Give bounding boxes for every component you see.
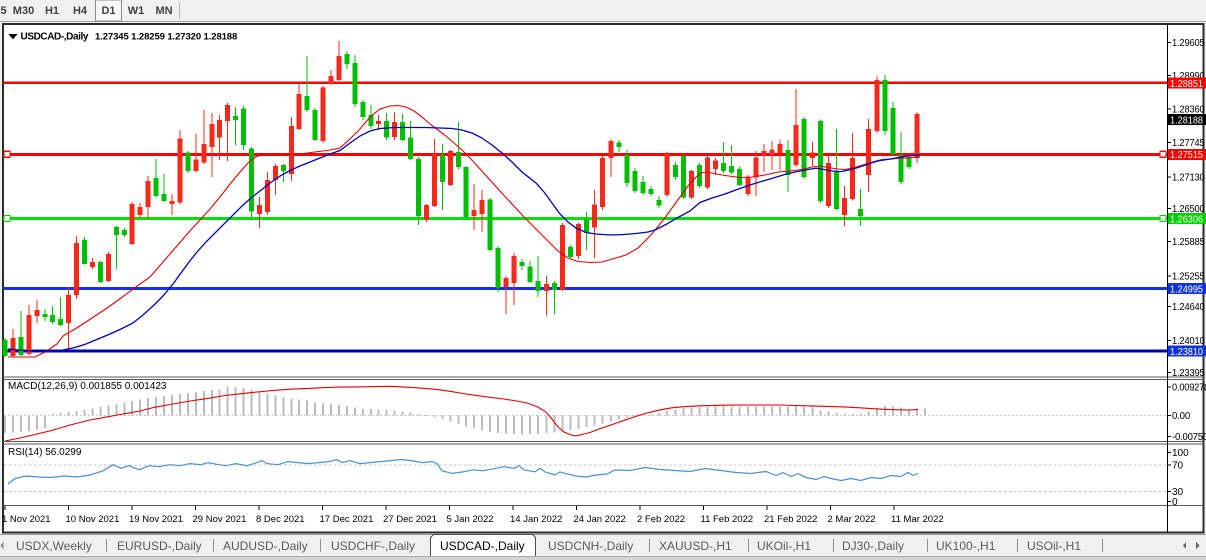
svg-text:1.28360: 1.28360	[1172, 104, 1205, 115]
svg-text:1.27130: 1.27130	[1172, 173, 1205, 184]
svg-text:H4: H4	[73, 5, 88, 17]
svg-text:USOil-,H1: USOil-,H1	[1027, 539, 1081, 553]
svg-text:24 Jan 2022: 24 Jan 2022	[574, 514, 626, 525]
svg-text:MACD(12,26,9) 0.001855 0.00142: MACD(12,26,9) 0.001855 0.001423	[8, 381, 167, 392]
svg-text:H1: H1	[45, 5, 59, 17]
svg-text:EURUSD-,Daily: EURUSD-,Daily	[117, 539, 202, 553]
svg-text:11 Mar 2022: 11 Mar 2022	[891, 514, 944, 525]
svg-text:MN: MN	[155, 5, 172, 17]
svg-text:30: 30	[1172, 487, 1184, 498]
svg-text:1.24995: 1.24995	[1170, 284, 1203, 295]
svg-text:5 Jan 2022: 5 Jan 2022	[447, 514, 494, 525]
svg-text:USDCNH-,Daily: USDCNH-,Daily	[548, 539, 633, 553]
svg-text:-0.007506: -0.007506	[1172, 432, 1206, 443]
svg-text:1.29605: 1.29605	[1172, 38, 1205, 49]
svg-text:0: 0	[1172, 497, 1178, 508]
svg-text:1.23395: 1.23395	[1172, 368, 1205, 379]
svg-text:0.00: 0.00	[1172, 411, 1191, 422]
svg-text:1.24640: 1.24640	[1172, 302, 1205, 313]
svg-text:1.27345 1.28259 1.27320 1.2818: 1.27345 1.28259 1.27320 1.28188	[95, 32, 237, 43]
svg-text:1.28851: 1.28851	[1170, 79, 1203, 90]
svg-text:1.26306: 1.26306	[1170, 214, 1203, 225]
svg-text:27 Dec 2021: 27 Dec 2021	[383, 514, 437, 525]
svg-text:1.25255: 1.25255	[1172, 271, 1205, 282]
svg-text:USDCAD-,Daily: USDCAD-,Daily	[440, 539, 525, 553]
svg-text:USDX,Weekly: USDX,Weekly	[16, 539, 92, 553]
svg-text:70: 70	[1172, 461, 1184, 472]
svg-text:0.009278: 0.009278	[1172, 383, 1206, 394]
svg-text:14 Jan 2022: 14 Jan 2022	[510, 514, 562, 525]
svg-text:W1: W1	[128, 5, 145, 17]
svg-text:19 Nov 2021: 19 Nov 2021	[129, 514, 183, 525]
svg-text:M30: M30	[13, 5, 34, 17]
svg-text:1.25885: 1.25885	[1172, 237, 1205, 248]
svg-text:8 Dec 2021: 8 Dec 2021	[256, 514, 305, 525]
svg-text:UKOil-,H1: UKOil-,H1	[757, 539, 811, 553]
svg-text:D1: D1	[101, 5, 115, 17]
svg-text:1.26500: 1.26500	[1172, 204, 1205, 215]
svg-text:DJ30-,Daily: DJ30-,Daily	[842, 539, 904, 553]
svg-text:1 Nov 2021: 1 Nov 2021	[2, 514, 51, 525]
svg-text:11 Feb 2022: 11 Feb 2022	[701, 514, 754, 525]
svg-text:USDCHF-,Daily: USDCHF-,Daily	[331, 539, 415, 553]
svg-text:17 Dec 2021: 17 Dec 2021	[320, 514, 374, 525]
svg-text:10 Nov 2021: 10 Nov 2021	[66, 514, 120, 525]
svg-text:100: 100	[1172, 448, 1189, 459]
svg-text:2 Feb 2022: 2 Feb 2022	[637, 514, 685, 525]
svg-text:1.27745: 1.27745	[1172, 138, 1205, 149]
svg-text:5: 5	[0, 5, 6, 17]
svg-text:USDCAD-,Daily: USDCAD-,Daily	[21, 32, 89, 43]
svg-text:XAUUSD-,H1: XAUUSD-,H1	[659, 539, 732, 553]
svg-text:2 Mar 2022: 2 Mar 2022	[828, 514, 876, 525]
svg-text:1.27515: 1.27515	[1170, 150, 1203, 161]
svg-text:1.23810: 1.23810	[1170, 347, 1203, 358]
svg-text:1.28990: 1.28990	[1172, 71, 1205, 82]
svg-text:UK100-,H1: UK100-,H1	[936, 539, 996, 553]
svg-text:1.24010: 1.24010	[1172, 336, 1205, 347]
svg-text:RSI(14) 56.0299: RSI(14) 56.0299	[8, 447, 82, 458]
svg-text:21 Feb 2022: 21 Feb 2022	[764, 514, 817, 525]
svg-text:29 Nov 2021: 29 Nov 2021	[193, 514, 247, 525]
svg-text:AUDUSD-,Daily: AUDUSD-,Daily	[223, 539, 308, 553]
svg-text:1.28188: 1.28188	[1170, 115, 1203, 126]
